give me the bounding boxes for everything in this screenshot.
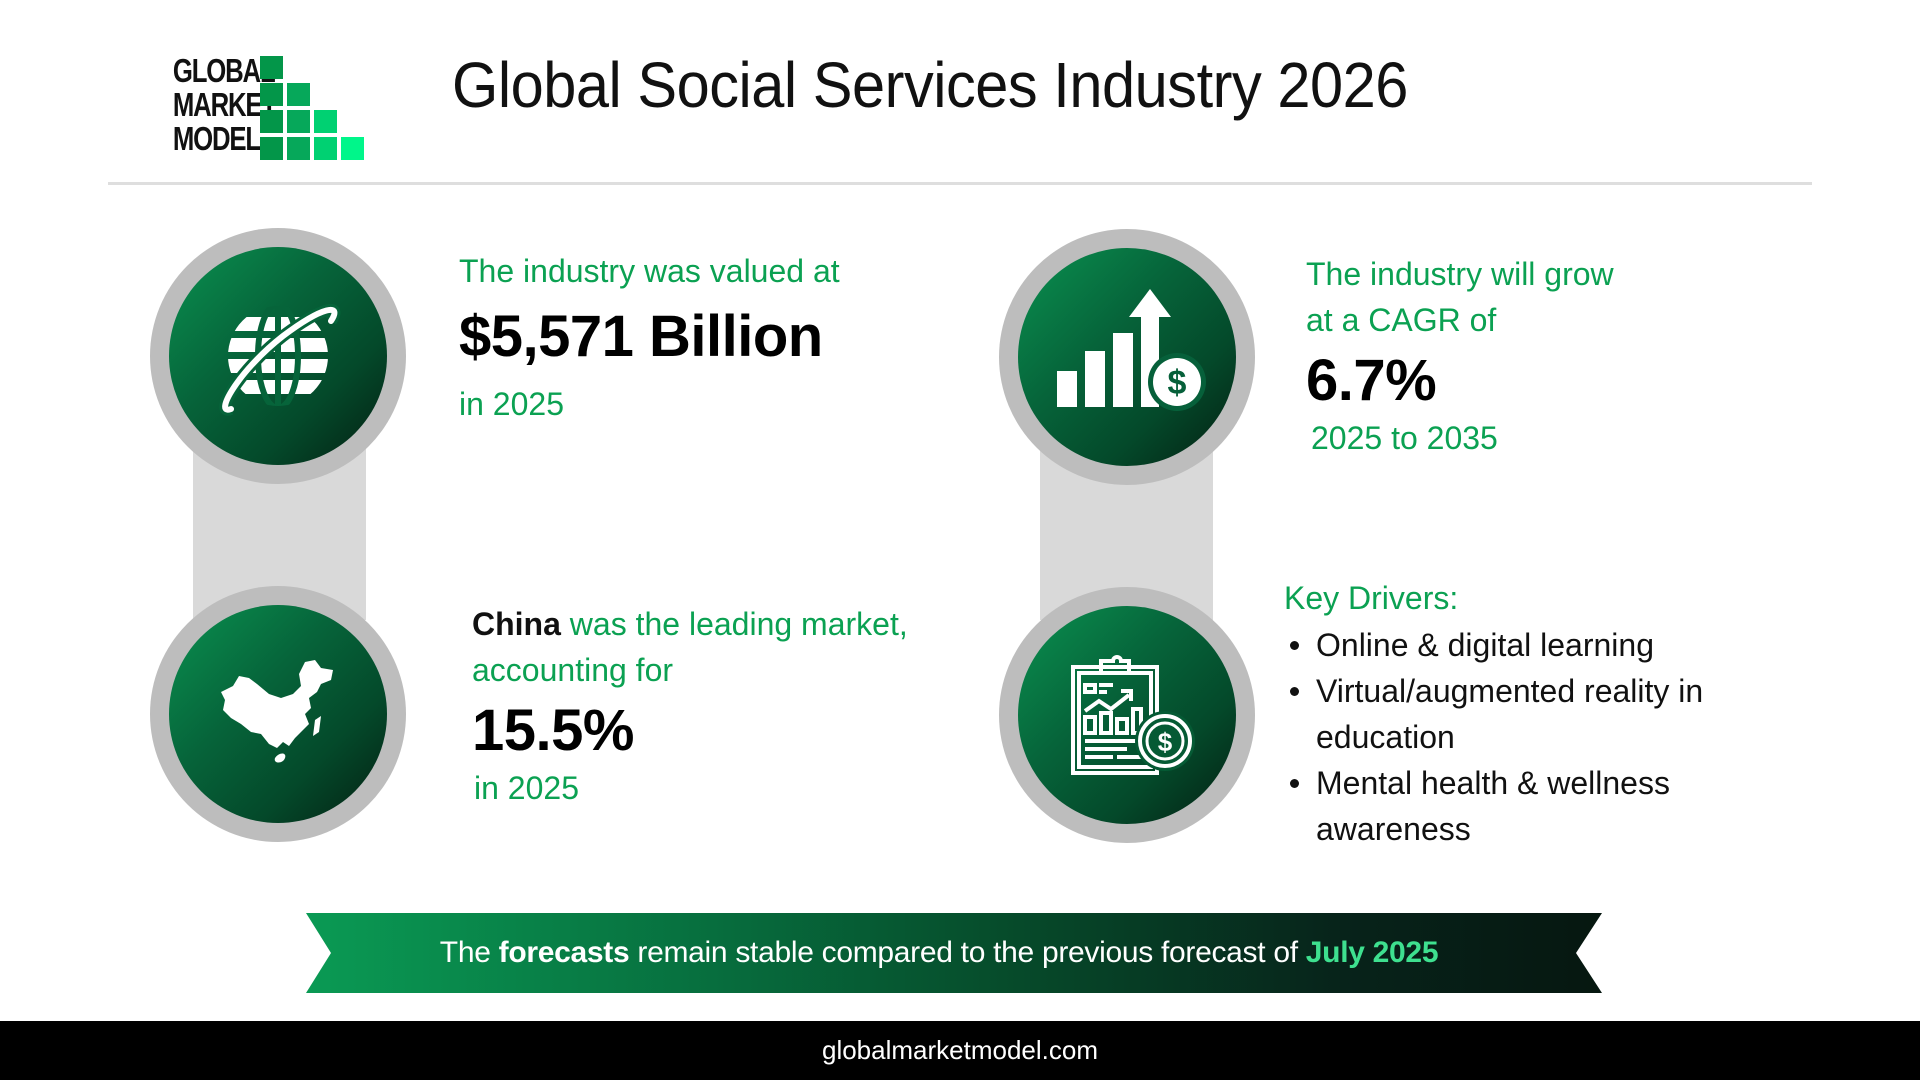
leading-market-label: China was the leading market, bbox=[472, 601, 908, 647]
report-clipboard-dollar-icon: $ bbox=[1071, 655, 1195, 775]
svg-text:$: $ bbox=[1158, 727, 1173, 757]
header-divider bbox=[108, 182, 1812, 185]
leading-market-label-line-2: accounting for bbox=[472, 652, 674, 688]
footer-url[interactable]: globalmarketmodel.com bbox=[821, 1035, 1098, 1065]
brand-logo: GLOBAL MARKET MODEL bbox=[150, 54, 370, 162]
drivers-icon-ring: $ bbox=[999, 587, 1255, 843]
logo-line-3: MODEL bbox=[172, 120, 261, 157]
leading-country: China bbox=[472, 606, 561, 642]
cagr-label-line-2: at a CAGR of bbox=[1306, 302, 1497, 338]
key-drivers: Key Drivers: Online & digital learning V… bbox=[1284, 576, 1744, 852]
svg-text:$: $ bbox=[1168, 364, 1187, 402]
logo-wordmark: GLOBAL MARKET MODEL bbox=[172, 52, 277, 157]
leading-market-value: 15.5% bbox=[472, 698, 634, 763]
banner-bold: forecasts bbox=[498, 936, 630, 969]
valuation-stat: The industry was valued at $5,571 Billio… bbox=[459, 248, 840, 427]
cagr-icon-ring: $ bbox=[999, 229, 1255, 485]
driver-item: Online & digital learning bbox=[1284, 622, 1744, 668]
logo-line-2: MARKET bbox=[172, 86, 277, 123]
leading-market-label-rest: was the leading market, bbox=[560, 606, 908, 642]
valuation-label: The industry was valued at bbox=[459, 253, 840, 289]
cagr-period: 2025 to 2035 bbox=[1311, 420, 1498, 456]
banner-highlight-date: July 2025 bbox=[1305, 936, 1439, 969]
logo-line-1: GLOBAL bbox=[172, 52, 276, 89]
cagr-stat: The industry will grow at a CAGR of 6.7%… bbox=[1306, 251, 1614, 461]
leading-market-year: in 2025 bbox=[474, 770, 579, 806]
valuation-value: $5,571 Billion bbox=[459, 304, 823, 369]
forecast-banner-text: The forecasts remain stable compared to … bbox=[306, 913, 1602, 993]
driver-item: Mental health & wellness awareness bbox=[1284, 760, 1704, 852]
forecast-banner: The forecasts remain stable compared to … bbox=[306, 913, 1602, 993]
key-drivers-list: Online & digital learning Virtual/augmen… bbox=[1284, 622, 1744, 852]
cagr-label-line-1: The industry will grow bbox=[1306, 256, 1614, 292]
key-drivers-title: Key Drivers: bbox=[1284, 580, 1459, 616]
banner-prefix: The bbox=[439, 936, 499, 969]
page-title: Global Social Services Industry 2026 bbox=[452, 49, 1408, 121]
valuation-icon-ring bbox=[150, 228, 406, 484]
globe-icon bbox=[219, 303, 341, 416]
banner-middle: remain stable compared to the previous f… bbox=[629, 936, 1306, 969]
leading-market-icon-ring bbox=[150, 586, 406, 842]
growth-chart-dollar-icon: $ bbox=[1057, 289, 1206, 411]
driver-item: Virtual/augmented reality in education bbox=[1284, 668, 1744, 760]
valuation-year: in 2025 bbox=[459, 386, 564, 422]
china-map-icon bbox=[221, 660, 333, 763]
cagr-value: 6.7% bbox=[1306, 348, 1437, 413]
leading-market-stat: China was the leading market, accounting… bbox=[472, 601, 908, 811]
footer: globalmarketmodel.com bbox=[0, 1021, 1920, 1080]
